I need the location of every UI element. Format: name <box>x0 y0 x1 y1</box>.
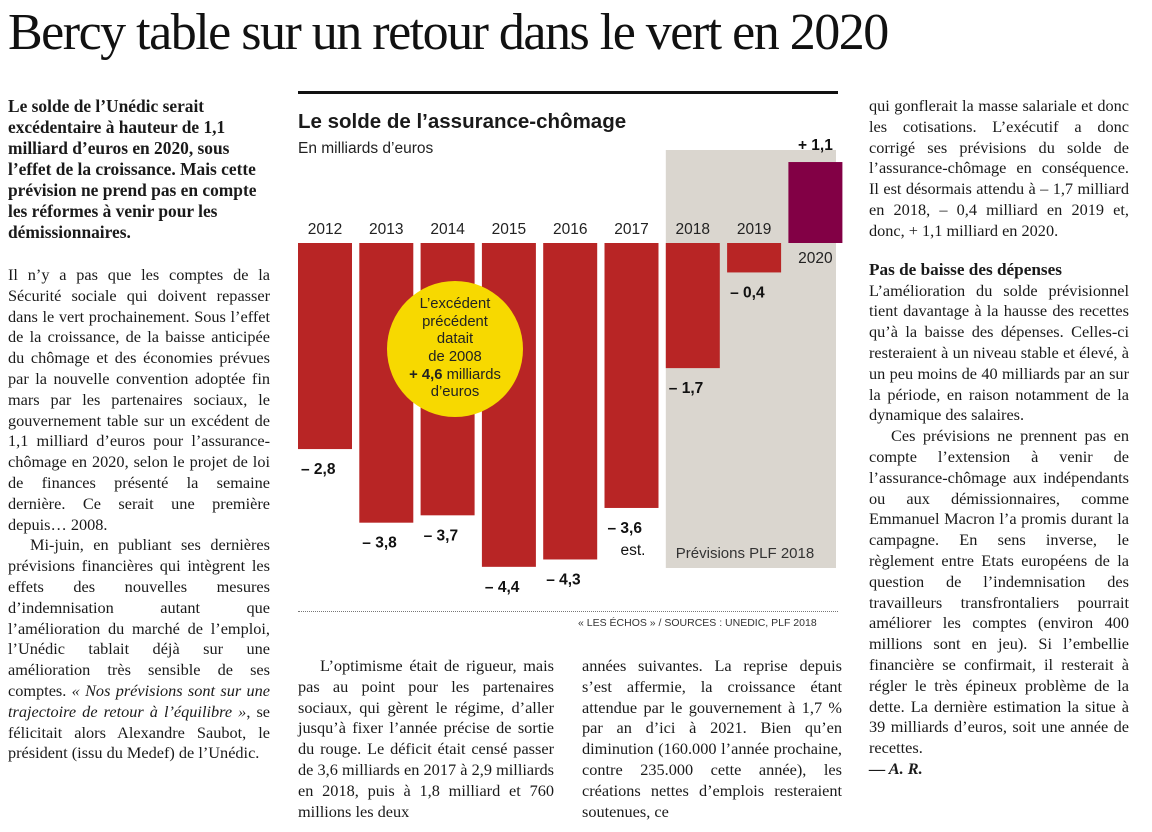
headline: Bercy table sur un retour dans le vert e… <box>8 4 889 61</box>
mid2-paragraph: années suivantes. La reprise depuis s’es… <box>582 656 842 821</box>
right-paragraph-3: Ces prévisions ne prennent pas en compte… <box>869 426 1129 758</box>
chart-top-rule <box>298 91 838 94</box>
bubble-line-6: d’euros <box>430 384 480 401</box>
bar-2012 <box>298 243 352 450</box>
year-label-2020: 2020 <box>798 250 833 267</box>
value-label-2012: – 2,8 <box>301 461 336 478</box>
bar-chart: Prévisions PLF 2018 2012 – 2,8 2013 – 3,8 201… <box>298 137 843 596</box>
bar-2020 <box>788 162 843 243</box>
chart-source: « LES ÉCHOS » / SOURCES : UNEDIC, PLF 20… <box>578 617 817 629</box>
year-label-2017: 2017 <box>614 221 648 238</box>
bar-2016 <box>543 243 598 560</box>
year-label-2019: 2019 <box>737 221 771 238</box>
excedent-bubble: L’excédent précédent datait de 2008 + 4,… <box>387 281 523 417</box>
chart-subtitle: En milliards d’euros <box>298 140 434 157</box>
chart-bottom-rule <box>298 611 838 612</box>
value-label-2018: – 1,7 <box>669 380 703 397</box>
value-label-2020: + 1,1 <box>798 137 833 154</box>
bar-2019 <box>727 243 782 273</box>
value-label-2016: – 4,3 <box>546 571 581 588</box>
left-p2-quote: « Nos prévisions sont sur une trajectoir… <box>8 680 270 721</box>
estimate-note: est. <box>621 542 646 559</box>
right-paragraph-1: qui gonflerait la masse salariale et don… <box>869 96 1129 240</box>
chart-title: Le solde de l’assurance-chômage <box>298 110 627 133</box>
value-label-2017: – 3,6 <box>608 520 643 537</box>
left-column: Le solde de l’Unédic serait excédentaire… <box>8 96 270 764</box>
left-p2-text: Mi-juin, en publiant ses dernières prévi… <box>8 535 270 700</box>
signature: — A. R. <box>869 758 923 778</box>
subhead: Pas de baisse des dépenses <box>869 259 1062 279</box>
middle-column-1: L’optimisme était de rigueur, mais pas a… <box>298 656 554 822</box>
value-label-2019: – 0,4 <box>730 284 765 301</box>
left-p2-end: , se félicitait alors Alexandre Saubot, … <box>8 701 271 763</box>
right-paragraph-2: L’amélioration du solde prévisionnel tie… <box>869 280 1129 425</box>
bubble-amount: + 4,6 <box>409 366 443 383</box>
year-label-2014: 2014 <box>430 221 465 238</box>
bubble-line-4: de 2008 <box>428 349 482 365</box>
chapo: Le solde de l’Unédic serait excédentaire… <box>8 96 257 242</box>
left-paragraph-2: Mi-juin, en publiant ses dernières prévi… <box>8 535 270 764</box>
forecast-label: Prévisions PLF 2018 <box>676 545 814 562</box>
bar-2017 <box>604 243 659 508</box>
bar-2018 <box>665 243 720 369</box>
middle-column-2: années suivantes. La reprise depuis s’es… <box>582 656 842 822</box>
year-label-2016: 2016 <box>553 221 587 238</box>
bubble-line-1: L’excédent <box>419 296 491 313</box>
value-label-2014: – 3,7 <box>424 527 458 544</box>
left-paragraph-1: Il n’y a pas que les comptes de la Sécur… <box>8 265 270 534</box>
bubble-line-3: datait <box>436 331 474 348</box>
bubble-line-2: précédent <box>422 313 488 330</box>
right-column: qui gonflerait la masse salariale et don… <box>869 96 1129 780</box>
year-label-2012: 2012 <box>308 221 342 238</box>
value-label-2013: – 3,8 <box>362 535 397 552</box>
year-label-2013: 2013 <box>369 221 403 238</box>
bubble-unit: milliards <box>442 366 501 383</box>
value-label-2015: – 4,4 <box>485 579 520 596</box>
year-label-2018: 2018 <box>676 221 710 238</box>
mid1-paragraph: L’optimisme était de rigueur, mais pas a… <box>298 656 554 821</box>
year-label-2015: 2015 <box>492 221 526 238</box>
bubble-line-5: + 4,6 milliards <box>409 367 501 385</box>
